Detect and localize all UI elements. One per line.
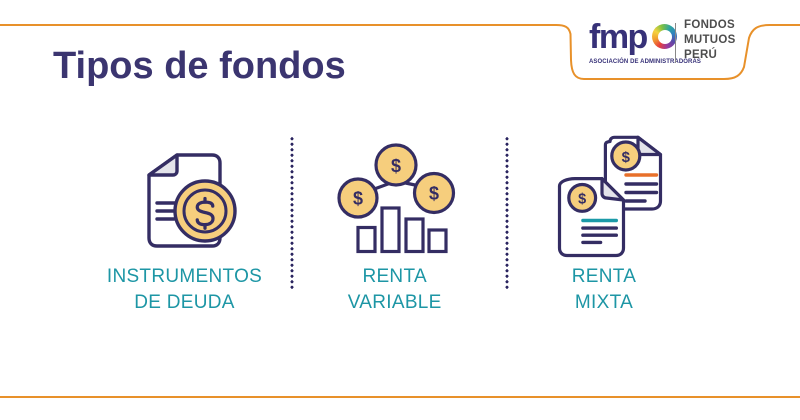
svg-text:$: $	[391, 156, 401, 176]
svg-text:$: $	[622, 149, 631, 166]
svg-text:$: $	[429, 184, 439, 204]
svg-text:$: $	[353, 189, 363, 209]
svg-text:$: $	[578, 191, 586, 207]
